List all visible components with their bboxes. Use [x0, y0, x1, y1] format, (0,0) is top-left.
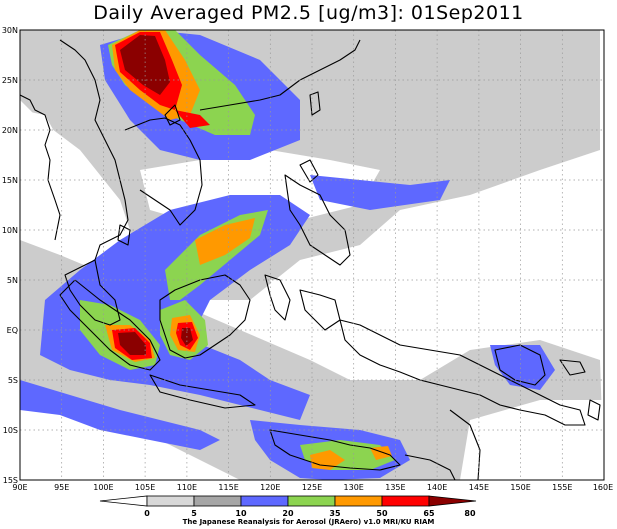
colorbar-label: 0 — [144, 509, 150, 518]
pm25-contour-20-35 — [20, 380, 220, 450]
pm25-contour-20-35 — [310, 175, 450, 210]
pm25-contour-5-10 — [270, 275, 360, 330]
lon-tick: 105E — [135, 483, 155, 492]
pm25-contour-80-plus — [120, 35, 170, 95]
lon-tick: 115E — [218, 483, 238, 492]
colorbar-label: 35 — [329, 509, 341, 518]
lon-tick: 125E — [302, 483, 322, 492]
lon-tick: 135E — [385, 483, 405, 492]
lat-tick: 10S — [3, 426, 18, 435]
colorbar-label: 50 — [376, 509, 388, 518]
pm25-contour-5-10 — [460, 400, 604, 480]
lon-tick: 140E — [427, 483, 447, 492]
map-frame — [19, 29, 605, 481]
lat-tick: 5N — [7, 276, 18, 285]
pm25-contour-80-plus — [118, 332, 146, 355]
lat-tick: 15S — [3, 476, 18, 485]
credit-line: The Japanese Reanalysis for Aerosol (JRA… — [182, 518, 435, 526]
lat-tick: 15N — [2, 176, 18, 185]
lat-tick: 10N — [2, 226, 18, 235]
lon-tick: 130E — [344, 483, 364, 492]
lat-tick: 30N — [2, 26, 18, 35]
colorbar-swatch — [240, 495, 289, 507]
lat-tick: 25N — [2, 76, 18, 85]
lon-tick: 150E — [510, 483, 530, 492]
lon-tick: 160E — [593, 483, 613, 492]
lon-tick: 110E — [177, 483, 197, 492]
coastlines — [20, 39, 601, 480]
colorbar-label: 20 — [282, 509, 294, 518]
latitude-tick-labels: 30N 25N 20N 15N 10N 5N EQ 5S 10S 15S — [2, 26, 18, 485]
lon-tick: 100E — [93, 483, 113, 492]
concentration-field — [20, 30, 604, 480]
map-title: Daily Averaged PM2.5 [ug/m3]: 01Sep2011 — [93, 2, 524, 24]
lat-tick: 5S — [8, 376, 18, 385]
colorbar-swatch — [334, 495, 383, 507]
colorbar-swatch — [146, 495, 195, 507]
colorbar-swatch — [381, 495, 430, 507]
lon-tick: 120E — [260, 483, 280, 492]
pm25-contour-50-65 — [195, 218, 255, 265]
colorbar-label: 80 — [464, 509, 476, 518]
colorbar-label: 65 — [423, 509, 435, 518]
pm25-contour-65-80 — [175, 110, 210, 128]
pm25-contour-20-35 — [490, 345, 555, 390]
colorbar-swatch — [99, 495, 148, 507]
pm25-contour-5-10 — [390, 290, 560, 340]
colorbar-label: 10 — [235, 509, 247, 518]
lat-tick: 20N — [2, 126, 18, 135]
colorbar-swatch — [287, 495, 336, 507]
lat-tick: EQ — [7, 326, 18, 335]
colorbar-label: 5 — [191, 509, 197, 518]
lon-tick: 155E — [552, 483, 572, 492]
colorbar-swatch — [193, 495, 242, 507]
graticule — [20, 30, 604, 480]
lon-tick: 90E — [12, 483, 27, 492]
colorbar: 0 5 10 20 35 50 65 80 — [99, 495, 477, 518]
lon-tick: 145E — [469, 483, 489, 492]
colorbar-swatch — [428, 495, 477, 507]
pm25-contour-5-10 — [20, 110, 100, 250]
lon-tick: 95E — [54, 483, 69, 492]
longitude-tick-labels: 90E 95E 100E 105E 110E 115E 120E 125E 13… — [12, 483, 613, 492]
